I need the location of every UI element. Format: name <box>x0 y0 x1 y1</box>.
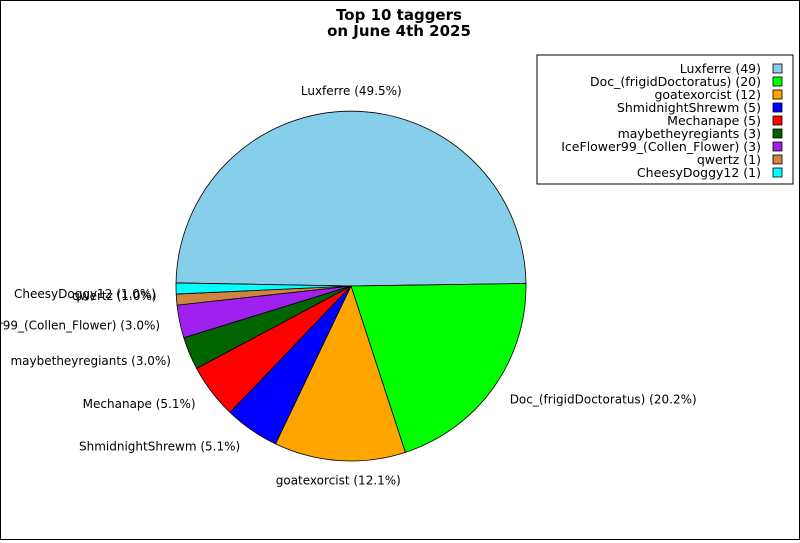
slice-label-shmidnightshrewm: ShmidnightShrewm (5.1%) <box>79 439 240 453</box>
chart-title-line-1: Top 10 taggers <box>336 6 462 24</box>
legend-swatch-goatexorcist <box>772 89 783 100</box>
legend-label-iceflower99-collen-flower: IceFlower99_(Collen_Flower) (3) <box>561 139 761 154</box>
legend-label-mechanape: Mechanape (5) <box>667 113 761 128</box>
slice-label-goatexorcist: goatexorcist (12.1%) <box>276 474 401 488</box>
slice-label-cheesydoggy12: CheesyDoggy12 (1.0%) <box>14 287 156 301</box>
legend-swatch-luxferre <box>772 63 783 74</box>
legend-swatch-maybetheyregiants <box>772 128 783 139</box>
legend-label-qwertz: qwertz (1) <box>697 152 761 167</box>
pie-slice-labels: Luxferre (49.5%) Doc_(frigidDoctoratus) (… <box>0 84 697 488</box>
legend-swatch-cheesydoggy12 <box>772 167 783 178</box>
legend-swatch-shmidnightshrewm <box>772 102 783 113</box>
slice-label-maybetheyregiants: maybetheyregiants (3.0%) <box>10 354 171 368</box>
pie-slice-luxferre <box>175 110 527 287</box>
slice-label-doc-frigiddoctoratus: Doc_(frigidDoctoratus) (20.2%) <box>510 392 697 406</box>
slice-label-mechanape: Mechanape (5.1%) <box>83 397 196 411</box>
pie-slices <box>175 110 527 462</box>
legend: Luxferre (49)Doc_(frigidDoctoratus) (20)… <box>536 54 794 185</box>
legend-label-cheesydoggy12: CheesyDoggy12 (1) <box>637 165 761 180</box>
slice-label-luxferre: Luxferre (49.5%) <box>301 84 402 98</box>
pie-slice-cheesydoggy12 <box>175 282 352 295</box>
slice-label-iceflower99-collen-flower: IceFlower99_(Collen_Flower) (3.0%) <box>1 319 160 333</box>
slice-label-qwertz: qwertz (1.0%) <box>72 289 156 303</box>
legend-swatch-iceflower99-collen-flower <box>772 141 783 152</box>
legend-box <box>536 54 794 185</box>
legend-label-goatexorcist: goatexorcist (12) <box>654 87 761 102</box>
legend-label-maybetheyregiants: maybetheyregiants (3) <box>618 126 761 141</box>
legend-swatch-doc-frigiddoctoratus <box>772 76 783 87</box>
legend-label-luxferre: Luxferre (49) <box>680 61 761 76</box>
pie-slice-doc-frigiddoctoratus <box>350 283 527 453</box>
legend-label-doc-frigiddoctoratus: Doc_(frigidDoctoratus) (20) <box>590 74 761 89</box>
legend-label-shmidnightshrewm: ShmidnightShrewm (5) <box>617 100 761 115</box>
pie-slice-goatexorcist <box>275 284 406 462</box>
chart-title-line-2: on June 4th 2025 <box>327 22 471 40</box>
legend-swatch-qwertz <box>772 154 783 165</box>
legend-swatch-mechanape <box>772 115 783 126</box>
